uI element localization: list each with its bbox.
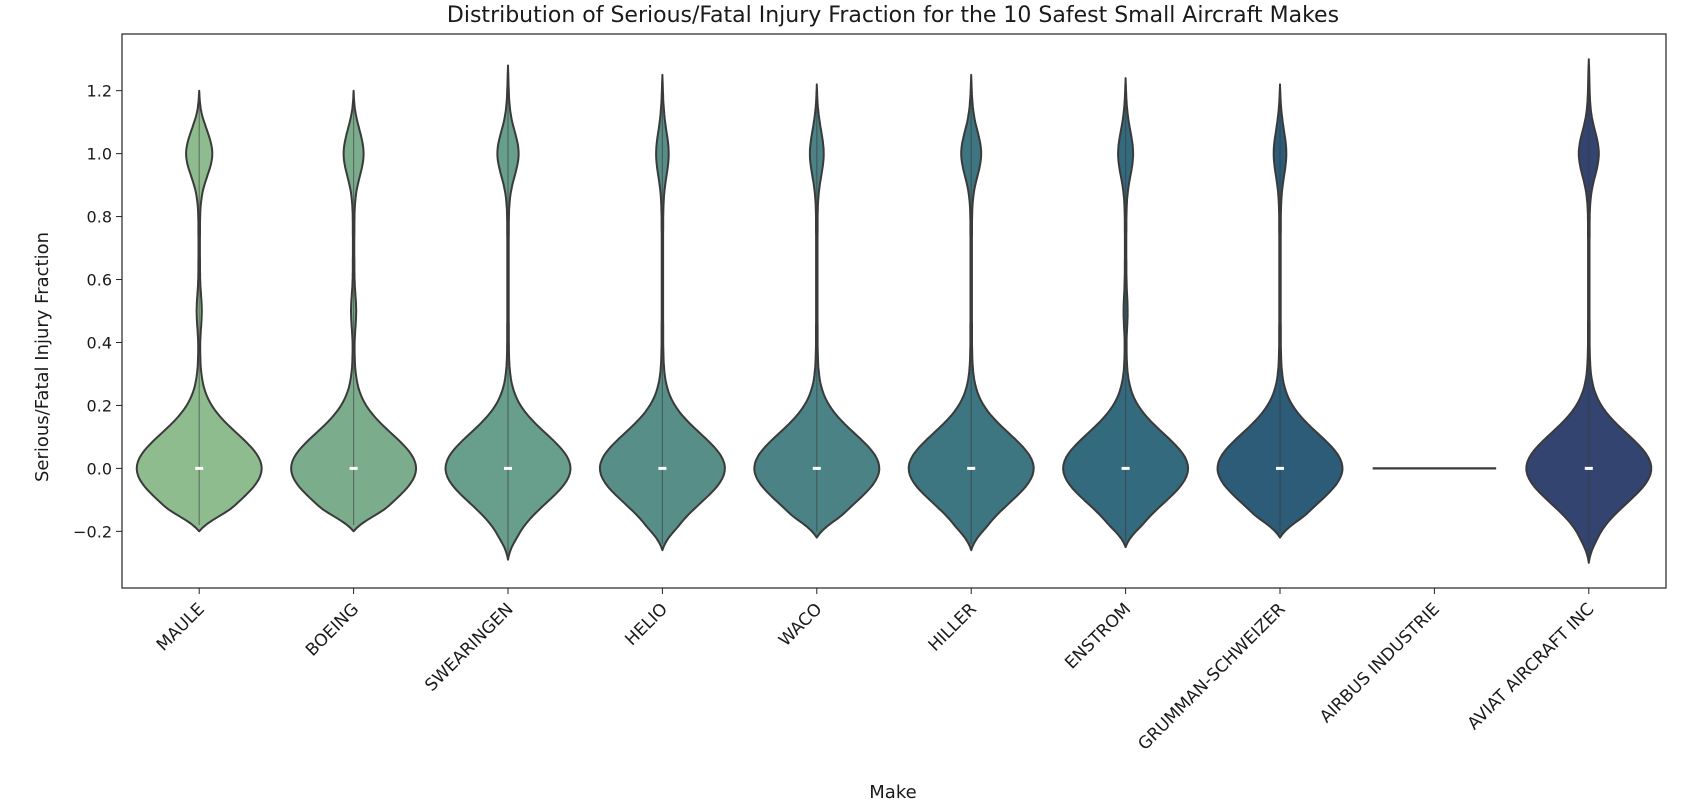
x-axis-label: Make xyxy=(869,782,916,803)
x-axis: MAULE BOEING SWEARINGEN HELIO WACO HILLER ENST… xyxy=(153,588,1598,755)
median-marker xyxy=(967,466,976,470)
median-marker xyxy=(1121,466,1130,470)
y-axis-label: Serious/Fatal Injury Fraction xyxy=(32,232,53,482)
y-axis: −0.2 0.0 0.2 0.4 0.6 0.8 1.0 1.2 xyxy=(73,82,122,541)
x-tick-label: HILLER xyxy=(925,599,981,655)
median-marker xyxy=(1584,466,1593,470)
y-tick-label: 1.0 xyxy=(87,145,112,164)
median-marker xyxy=(504,466,512,470)
x-tick-label: AVIAT AIRCRAFT INC xyxy=(1464,599,1599,734)
x-tick-label: AIRBUS INDUSTRIE xyxy=(1316,599,1444,727)
chart-title: Distribution of Serious/Fatal Injury Fra… xyxy=(447,3,1339,28)
x-tick-label: MAULE xyxy=(153,599,209,655)
y-tick-label: 0.8 xyxy=(87,208,112,227)
y-tick-label: 0.0 xyxy=(87,459,112,478)
x-tick-label: BOEING xyxy=(302,599,363,660)
plot-area xyxy=(121,33,1667,589)
y-tick-label: 0.4 xyxy=(87,333,112,352)
x-tick-label: GRUMMAN-SCHWEIZER xyxy=(1134,599,1289,754)
y-tick-label: −0.2 xyxy=(73,522,112,541)
median-marker xyxy=(1276,466,1284,470)
median-marker xyxy=(195,466,204,470)
x-tick-label: HELIO xyxy=(621,599,671,649)
x-tick-label: WACO xyxy=(775,599,826,650)
y-tick-label: 1.2 xyxy=(87,82,112,101)
plot-frame xyxy=(121,33,1667,589)
median-marker xyxy=(658,466,667,470)
x-tick-label: ENSTROM xyxy=(1061,599,1135,673)
median-marker xyxy=(812,466,821,470)
y-tick-label: 0.2 xyxy=(87,396,112,415)
y-tick-label: 0.6 xyxy=(87,271,112,290)
x-tick-label: SWEARINGEN xyxy=(421,599,517,695)
median-marker xyxy=(349,466,358,470)
